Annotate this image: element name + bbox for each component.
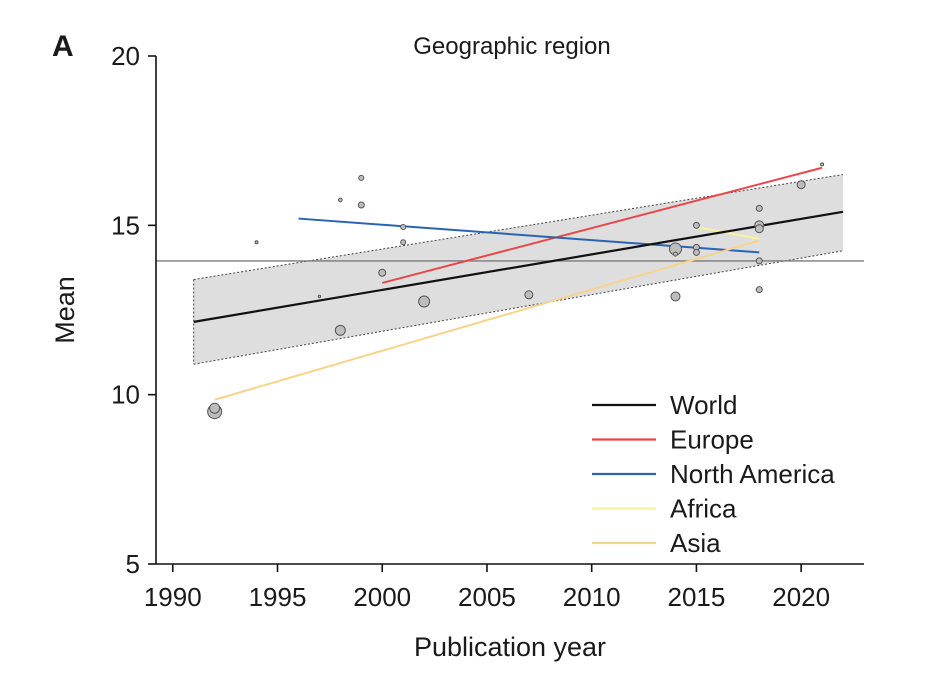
y-tick-label: 10 xyxy=(111,380,140,410)
series-line-north-america xyxy=(298,217,760,254)
series-line-world xyxy=(193,210,844,323)
point-layer xyxy=(207,162,825,420)
data-point xyxy=(755,286,763,294)
data-point xyxy=(672,251,678,257)
legend-item-world: World xyxy=(592,390,737,420)
legend-item-europe: Europe xyxy=(592,425,754,455)
legend: World Europe North America Africa Asia xyxy=(592,390,835,558)
legend-label: Africa xyxy=(670,494,737,524)
y-tick-label: 15 xyxy=(111,210,140,240)
axis-layer: 5 10 15 20 1990 1995 2000 2005 2010 2015 2020 xyxy=(111,41,864,612)
legend-item-north-america: North America xyxy=(592,459,835,489)
data-point xyxy=(796,180,806,190)
chart-title: Geographic region xyxy=(413,33,610,60)
data-point xyxy=(755,257,763,265)
data-point xyxy=(358,174,365,181)
data-point xyxy=(209,402,221,414)
series-layer xyxy=(193,166,844,401)
data-point xyxy=(317,294,322,299)
legend-label: Asia xyxy=(670,528,721,558)
y-tick-label: 5 xyxy=(126,549,140,579)
confidence-band xyxy=(193,174,844,365)
legend-label: Europe xyxy=(670,425,754,455)
data-point xyxy=(692,221,700,229)
data-point xyxy=(820,162,825,167)
x-tick-label: 2020 xyxy=(772,582,830,612)
x-tick-label: 2015 xyxy=(668,582,726,612)
series-line-europe xyxy=(381,166,823,284)
x-axis-label: Publication year xyxy=(414,632,606,662)
data-point xyxy=(357,201,365,209)
x-tick-label: 1990 xyxy=(144,582,202,612)
panel-label: A xyxy=(52,30,74,63)
y-tick-label: 20 xyxy=(111,41,140,71)
data-point xyxy=(400,239,407,246)
data-point xyxy=(692,248,700,256)
y-axis-label: Mean xyxy=(50,276,80,344)
series-line-asia xyxy=(214,239,760,401)
band-upper-edge xyxy=(193,174,844,281)
data-point xyxy=(754,224,764,234)
x-tick-label: 2000 xyxy=(353,582,411,612)
band-lower-edge xyxy=(193,250,844,365)
series-line-africa xyxy=(696,226,760,240)
data-point xyxy=(334,324,346,336)
confidence-band-layer xyxy=(193,174,844,365)
legend-label: World xyxy=(670,390,737,420)
data-point xyxy=(670,291,681,302)
legend-label: North America xyxy=(670,459,835,489)
legend-item-asia: Asia xyxy=(592,528,721,558)
legend-item-africa: Africa xyxy=(592,494,737,524)
data-point xyxy=(378,268,387,277)
data-point xyxy=(338,197,343,203)
data-point xyxy=(524,290,534,300)
data-point xyxy=(755,204,763,212)
data-point xyxy=(418,295,431,308)
x-tick-label: 1995 xyxy=(249,582,307,612)
data-point xyxy=(254,240,259,245)
x-tick-label: 2005 xyxy=(458,582,516,612)
data-point xyxy=(400,224,407,231)
x-tick-label: 2010 xyxy=(563,582,621,612)
